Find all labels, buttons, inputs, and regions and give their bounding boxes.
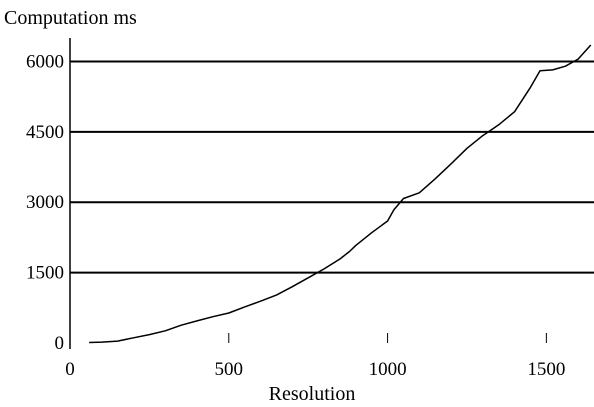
- x-tick-label: 0: [65, 359, 75, 380]
- x-tick-label: 1000: [369, 359, 407, 380]
- y-axis-label: Computation ms: [4, 7, 137, 29]
- x-axis-label: Resolution: [269, 383, 356, 405]
- series-layer: [89, 44, 592, 344]
- y-tick-label: 3000: [26, 192, 64, 213]
- y-tick-label: 4500: [26, 122, 64, 143]
- x-tick-label: 1500: [527, 359, 565, 380]
- y-tick-label: 6000: [26, 51, 64, 72]
- series-line-0: [89, 44, 592, 344]
- gridlines: [70, 60, 594, 274]
- tick-labels: 0 1500 3000 4500 6000 0 500 1000 1500: [26, 51, 565, 380]
- y-tick-label: 0: [55, 333, 65, 354]
- y-tick-label: 1500: [26, 263, 64, 284]
- x-tick-label: 500: [215, 359, 244, 380]
